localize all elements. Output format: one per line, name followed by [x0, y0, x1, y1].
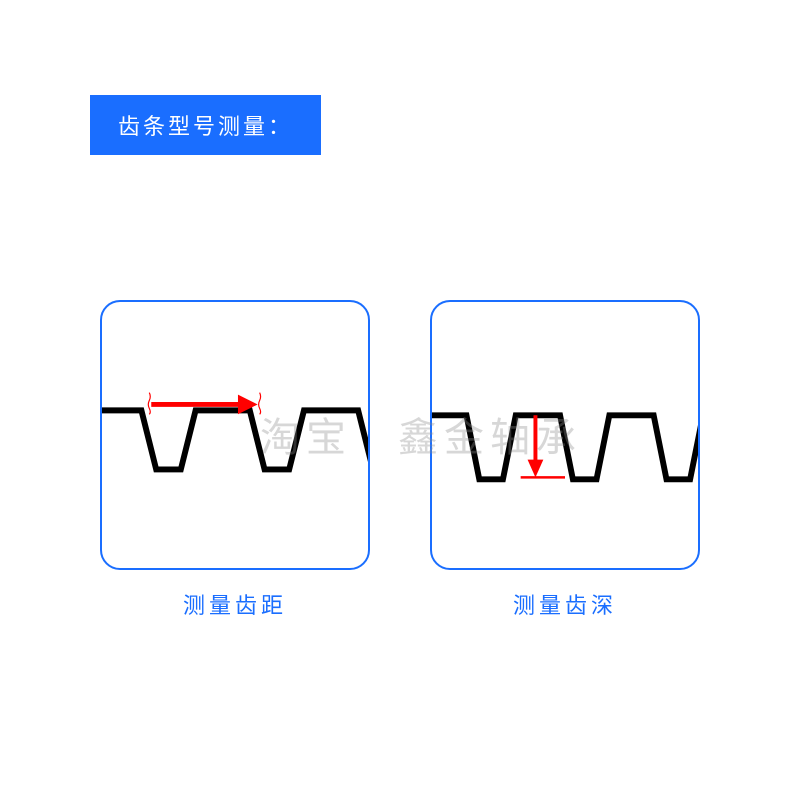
depth-label: 测量齿深 — [513, 588, 617, 620]
pitch-guide-right — [259, 393, 261, 415]
diagram-depth-block: 测量齿深 — [430, 300, 700, 620]
pitch-diagram-svg — [102, 302, 368, 568]
depth-tooth-profile — [432, 415, 698, 479]
depth-diagram-svg — [432, 302, 698, 568]
pitch-guide-left — [148, 393, 150, 415]
pitch-tooth-profile — [102, 410, 368, 469]
depth-arrow-head — [528, 460, 544, 478]
diagram-pitch-box — [100, 300, 370, 570]
pitch-label: 测量齿距 — [183, 588, 287, 620]
title-banner: 齿条型号测量： — [90, 95, 321, 155]
diagram-pitch-block: 测量齿距 — [100, 300, 370, 620]
diagrams-container: 测量齿距 测量齿深 — [0, 300, 800, 620]
diagram-depth-box — [430, 300, 700, 570]
